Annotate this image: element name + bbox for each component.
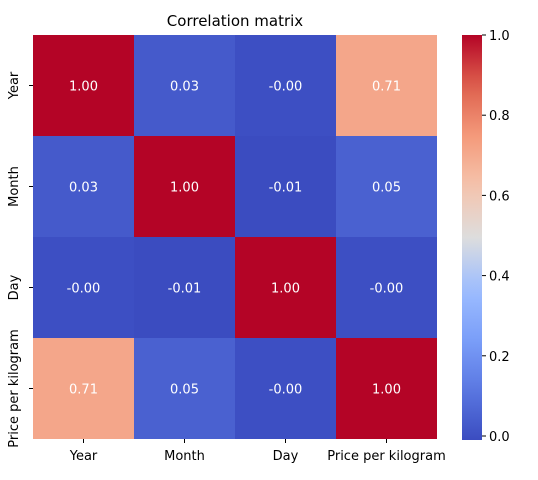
x-tick-label: Year (69, 449, 98, 464)
cell-value-label: -0.00 (269, 80, 303, 95)
x-axis-ticks: Year Month Day Price per kilogram (69, 439, 446, 464)
x-tick-label: Day (273, 449, 299, 464)
heatmap-cell (33, 237, 134, 338)
cell-value-label: 0.05 (372, 181, 401, 196)
colorbar-tick-label: 0.2 (489, 350, 510, 365)
colorbar: 0.0 0.2 0.4 0.6 0.8 1.0 (462, 29, 510, 445)
cell-value-label: 1.00 (271, 282, 300, 297)
heatmap-cell (336, 237, 437, 338)
colorbar-gradient (462, 35, 482, 440)
y-tick-label: Price per kilogram (7, 329, 22, 448)
colorbar-tick-label: 0.8 (489, 109, 510, 124)
cell-value-label: 1.00 (170, 181, 199, 196)
cell-value-label: -0.00 (370, 282, 404, 297)
heatmap-cell (235, 35, 336, 136)
cell-value-label: 0.71 (69, 383, 98, 398)
x-tick-label: Month (164, 449, 205, 464)
colorbar-tick-label: 1.0 (489, 29, 510, 44)
heatmap-cell (235, 136, 336, 237)
cell-value-label: -0.00 (269, 383, 303, 398)
heatmap-cell (336, 35, 437, 136)
heatmap-cell (33, 35, 134, 136)
cell-value-label: 1.00 (372, 383, 401, 398)
colorbar-tick-label: 0.4 (489, 270, 510, 285)
x-tick-label: Price per kilogram (327, 449, 446, 464)
heatmap-cell (134, 35, 235, 136)
cell-value-label: 0.71 (372, 80, 401, 95)
heatmap-cell (134, 338, 235, 439)
cell-value-label: 0.03 (170, 80, 199, 95)
chart-title: Correlation matrix (167, 12, 304, 30)
heatmap-cell (336, 338, 437, 439)
colorbar-tick-label: 0.6 (489, 189, 510, 204)
y-axis-ticks: Year Month Day Price per kilogram (7, 71, 33, 448)
heatmap-cell (33, 338, 134, 439)
cell-value-label: 0.03 (69, 181, 98, 196)
y-tick-label: Day (7, 274, 22, 300)
cell-value-label: 1.00 (69, 80, 98, 95)
heatmap-cells (33, 35, 437, 439)
y-tick-label: Month (7, 166, 22, 207)
cell-value-label: -0.01 (269, 181, 303, 196)
cell-value-label: -0.01 (168, 282, 202, 297)
y-tick-label: Year (7, 71, 22, 100)
heatmap-cell (336, 136, 437, 237)
colorbar-tick-label: 0.0 (489, 430, 510, 445)
cell-value-label: -0.00 (67, 282, 101, 297)
heatmap-cell (235, 338, 336, 439)
heatmap-cell (134, 237, 235, 338)
heatmap-cell-labels: 1.00 0.03 -0.00 0.71 0.03 1.00 -0.01 0.05 -0.00 -… (67, 80, 404, 398)
cell-value-label: 0.05 (170, 383, 199, 398)
heatmap-cell (134, 136, 235, 237)
heatmap-cell (33, 136, 134, 237)
heatmap-cell (235, 237, 336, 338)
